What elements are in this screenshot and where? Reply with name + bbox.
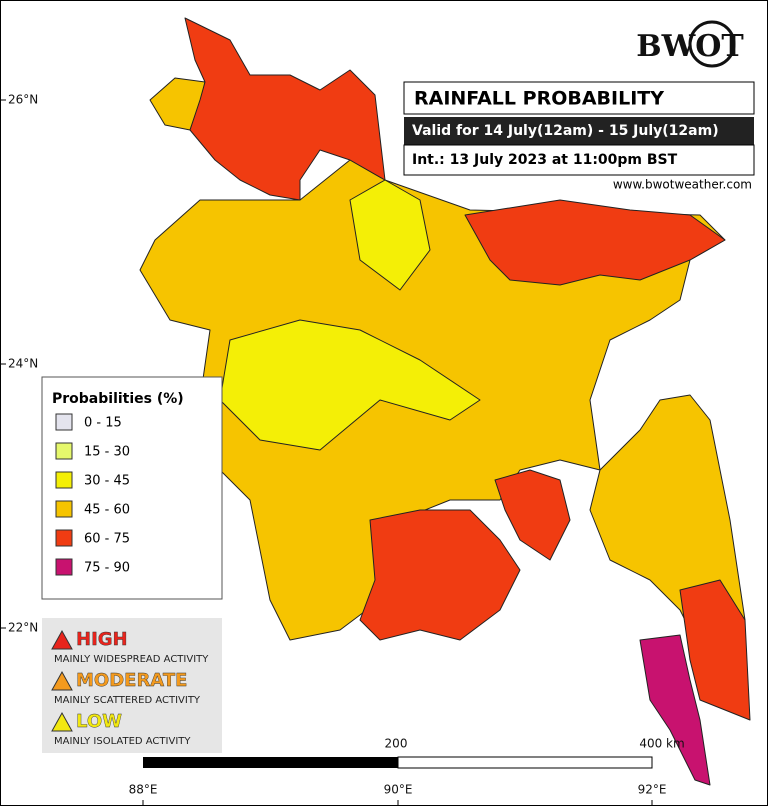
title: RAINFALL PROBABILITY (414, 88, 664, 110)
longitude-labels: 88°E 90°E 92°E (129, 783, 667, 806)
region (494, 469, 571, 561)
logo: BWOT (636, 29, 744, 64)
legend-swatch (55, 471, 73, 489)
risk-level: LOW (76, 711, 122, 732)
risk-icon (51, 670, 73, 691)
legend: 0 - 15 15 - 30 30 - 45 45 - 60 60 - 75 75 - 9… (55, 413, 130, 576)
latitude-label: 26°N (8, 93, 38, 107)
scale-bar (397, 756, 653, 769)
region (349, 179, 431, 291)
region (184, 17, 386, 201)
legend-swatch (55, 529, 73, 547)
legend-label: 45 - 60 (84, 503, 130, 518)
website: www.bwotweather.com (613, 178, 752, 192)
risk-description: MAINLY SCATTERED ACTIVITY (54, 695, 201, 706)
latitude-label: 22°N (8, 621, 38, 635)
region (219, 319, 481, 451)
longitude-label: 88°E (129, 783, 158, 797)
valid: Valid for 14 July(12am) - 15 July(12am) (412, 123, 719, 139)
risk-level: MODERATE (76, 670, 187, 691)
legend-label: 60 - 75 (84, 532, 130, 547)
longitude-label: 90°E (384, 783, 413, 797)
legend-swatch (55, 558, 73, 576)
legend-swatch (55, 442, 73, 460)
legend-title: Probabilities (%) (52, 391, 184, 407)
legend-label: 0 - 15 (84, 416, 122, 431)
legend-swatch (55, 413, 73, 431)
latitude-labels: 26°N 24°N 22°N (0, 93, 38, 635)
scale-label: 200 (385, 737, 408, 751)
risk-icon (51, 711, 73, 732)
risk-levels: HIGH MAINLY WIDESPREAD ACTIVITY MODERATE MA… (51, 629, 209, 747)
risk-description: MAINLY ISOLATED ACTIVITY (54, 736, 191, 747)
issued: Int.: 13 July 2023 at 11:00pm BST (412, 152, 678, 168)
region (679, 579, 751, 721)
legend-label: 15 - 30 (84, 445, 130, 460)
region (359, 509, 521, 641)
legend-label: 30 - 45 (84, 474, 130, 489)
region (639, 634, 711, 786)
regions (139, 17, 751, 786)
scale-label: 400 km (639, 737, 684, 751)
scale-bar (143, 757, 398, 768)
legend-label: 75 - 90 (84, 561, 130, 576)
risk-description: MAINLY WIDESPREAD ACTIVITY (54, 654, 209, 665)
valid-box (404, 117, 754, 145)
latitude-label: 24°N (8, 357, 38, 371)
risk-icon (51, 629, 73, 650)
logo-ring (688, 20, 736, 68)
issued-box (403, 144, 755, 176)
region (464, 199, 726, 286)
legend-swatch (55, 500, 73, 518)
risk-level: HIGH (76, 629, 128, 650)
title-box (403, 81, 755, 115)
longitude-label: 92°E (638, 783, 667, 797)
